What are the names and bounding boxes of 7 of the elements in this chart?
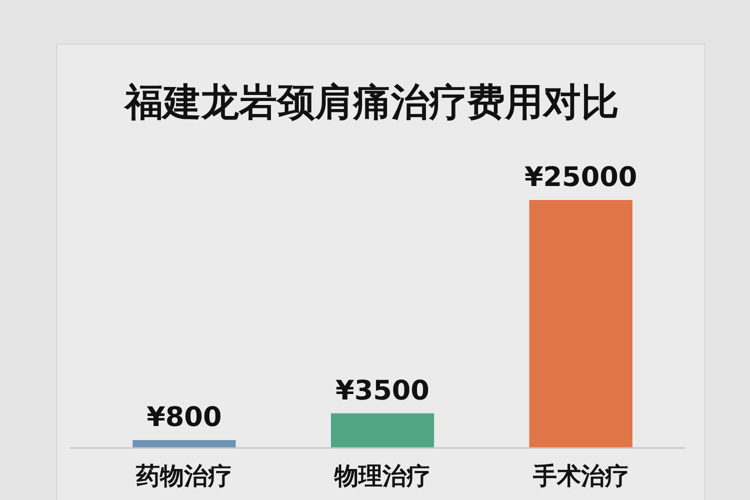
chart-title: 福建龙岩颈肩痛治疗费用对比 (123, 80, 619, 124)
x-tick-label: 物理治疗 (334, 462, 430, 490)
data-label: ¥3500 (336, 375, 430, 406)
x-tick-label: 药物治疗 (135, 462, 232, 490)
x-tick-label: 手术治疗 (532, 462, 629, 490)
data-label: ¥25000 (524, 162, 638, 193)
data-label: ¥800 (146, 402, 222, 434)
